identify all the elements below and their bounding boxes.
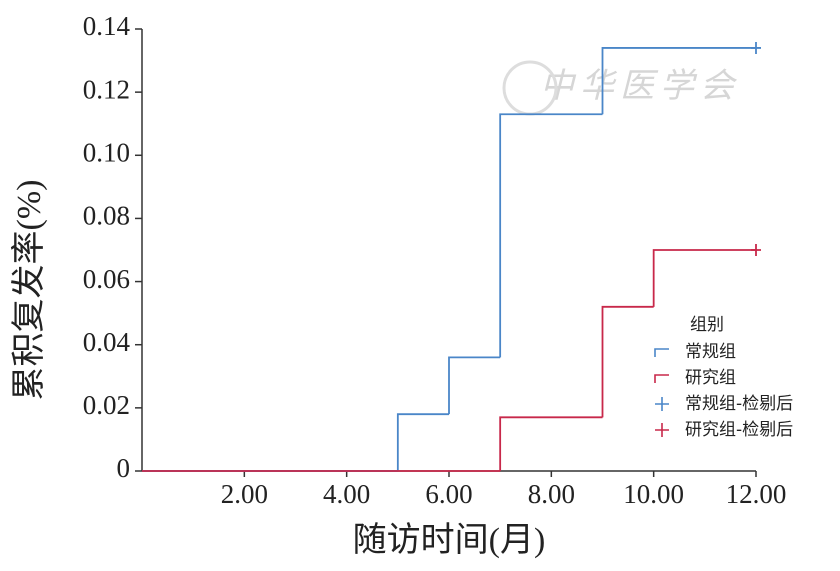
x-tick-label: 12.00	[726, 479, 787, 509]
step-line	[448, 356, 501, 415]
legend-icon	[654, 374, 669, 383]
step-line	[652, 249, 756, 307]
legend-label: 研究组	[685, 368, 736, 388]
legend-icon	[654, 348, 669, 357]
y-tick-label: 0.12	[83, 74, 130, 104]
legend-title: 组别	[690, 315, 724, 335]
step-line	[499, 113, 603, 358]
x-tick-label: 4.00	[323, 479, 370, 509]
x-axis-label: 随访时间(月)	[353, 521, 546, 559]
legend-icon	[655, 397, 669, 411]
y-tick-label: 0.06	[83, 264, 130, 294]
y-tick-label: 0	[117, 453, 131, 483]
y-tick-label: 0.08	[83, 201, 130, 231]
step-line	[601, 305, 654, 418]
y-tick-label: 0.10	[83, 137, 130, 167]
step-line	[499, 416, 603, 471]
censor-mark	[751, 41, 761, 54]
legend-icon	[655, 423, 669, 437]
y-tick-label: 0.14	[83, 11, 131, 41]
y-tick-label: 0.04	[83, 327, 131, 357]
legend-label: 研究组-检剔后	[685, 420, 793, 440]
censor-mark	[751, 244, 761, 256]
x-tick-label: 10.00	[623, 479, 684, 509]
y-tick-label: 0.02	[83, 390, 130, 420]
x-tick-label: 8.00	[528, 479, 575, 509]
step-line	[601, 47, 756, 115]
y-axis-label: 累积复发率(%)	[10, 180, 48, 401]
watermark: 中华医学会	[540, 66, 740, 106]
step-line	[396, 413, 449, 471]
legend-label: 常规组	[685, 342, 736, 362]
legend-label: 常规组-检剔后	[685, 394, 793, 414]
x-tick-label: 6.00	[425, 479, 472, 509]
x-tick-label: 2.00	[221, 479, 268, 509]
